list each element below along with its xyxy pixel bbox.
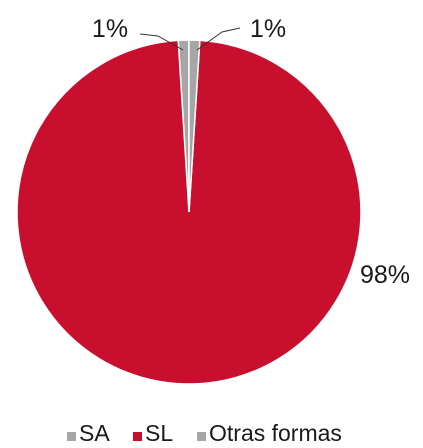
- pie-slice-otras-formas: [188, 39, 201, 213]
- data-label-otras-formas: 1%: [250, 15, 286, 43]
- legend-swatch-sa: [67, 432, 76, 441]
- leader-line-sa: [139, 33, 184, 51]
- pie-slice-sl: [16, 39, 362, 385]
- leader-lines: [139, 27, 241, 51]
- legend-swatch-sl: [133, 432, 142, 441]
- data-labels: 1% 98% 1%: [92, 15, 410, 289]
- legend: SA SL Otras formas: [67, 420, 342, 446]
- legend-swatch-otras-formas: [197, 432, 206, 441]
- pie-slices: [16, 39, 362, 385]
- data-label-sa: 1%: [92, 15, 128, 43]
- legend-label-sl: SL: [145, 420, 173, 446]
- legend-label-otras-formas: Otras formas: [209, 420, 342, 446]
- data-label-sl: 98%: [360, 261, 410, 289]
- leader-line-otras-formas: [196, 27, 241, 51]
- legend-label-sa: SA: [79, 420, 110, 446]
